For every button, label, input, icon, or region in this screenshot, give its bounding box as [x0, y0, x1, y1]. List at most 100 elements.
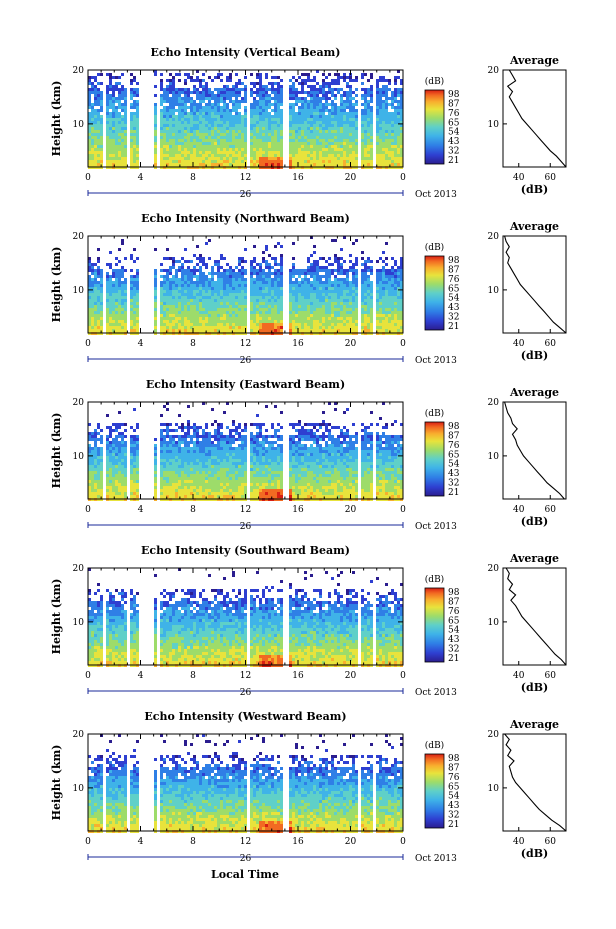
- heatmap-cell: [235, 287, 238, 290]
- heatmap-cell: [172, 109, 175, 112]
- heatmap-cell: [334, 305, 337, 308]
- heatmap-cell: [208, 308, 211, 311]
- heatmap-cell: [265, 314, 268, 317]
- heatmap-cell: [271, 278, 274, 281]
- heatmap-cell: [331, 91, 334, 94]
- heatmap-cell: [88, 139, 91, 142]
- heatmap-cell: [340, 148, 343, 151]
- heatmap-cell: [268, 139, 271, 142]
- heatmap-cell: [235, 311, 238, 314]
- heatmap-cell: [325, 100, 328, 103]
- heatmap-cell: [325, 118, 328, 121]
- heatmap-cell: [124, 106, 127, 109]
- heatmap-cell: [370, 314, 373, 317]
- heatmap-cell: [370, 124, 373, 127]
- heatmap-cell: [199, 106, 202, 109]
- heatmap-cell: [280, 97, 283, 100]
- heatmap-cell: [196, 293, 199, 296]
- heatmap-cell: [205, 124, 208, 127]
- heatmap-cell: [112, 112, 115, 115]
- heatmap-cell: [118, 317, 121, 320]
- heatmap-cell: [196, 103, 199, 106]
- heatmap-cell: [190, 278, 193, 281]
- heatmap-cell: [199, 317, 202, 320]
- heatmap-cell: [379, 124, 382, 127]
- heatmap-cell: [361, 293, 364, 296]
- heatmap-cell: [319, 299, 322, 302]
- heatmap-cell: [268, 133, 271, 136]
- heatmap-cell: [217, 317, 220, 320]
- heatmap-cell: [367, 112, 370, 115]
- heatmap-cell: [187, 326, 190, 329]
- heatmap-cell: [172, 278, 175, 281]
- heatmap-cell: [121, 154, 124, 157]
- heatmap-cell: [181, 121, 184, 124]
- heatmap-cell: [88, 94, 91, 97]
- heatmap-cell: [385, 121, 388, 124]
- heatmap-cell: [223, 124, 226, 127]
- heatmap-cell: [319, 157, 322, 160]
- heatmap-cell: [196, 290, 199, 293]
- heatmap-cell: [298, 148, 301, 151]
- heatmap-cell: [376, 160, 379, 163]
- heatmap-cell: [370, 112, 373, 115]
- heatmap-cell: [268, 296, 271, 299]
- heatmap-cell: [130, 139, 133, 142]
- heatmap-cell: [88, 323, 91, 326]
- heatmap-cell: [295, 79, 298, 82]
- heatmap-cell: [217, 76, 220, 79]
- heatmap-cell: [352, 112, 355, 115]
- heatmap-cell: [343, 281, 346, 284]
- heatmap-cell: [181, 269, 184, 272]
- heatmap-cell: [109, 314, 112, 317]
- heatmap-cell: [160, 112, 163, 115]
- heatmap-cell: [304, 136, 307, 139]
- heatmap-cell: [91, 447, 94, 450]
- heatmap-cell: [166, 88, 169, 91]
- heatmap-cell: [118, 130, 121, 133]
- heatmap-cell: [304, 106, 307, 109]
- heatmap-cell: [190, 127, 193, 130]
- heatmap-cell: [181, 142, 184, 145]
- heatmap-cell: [268, 136, 271, 139]
- x-tick-label: 0: [85, 339, 91, 349]
- heatmap-cell: [202, 275, 205, 278]
- heatmap-cell: [367, 302, 370, 305]
- heatmap-cell: [223, 287, 226, 290]
- heatmap-cell: [322, 329, 325, 332]
- heatmap-cell: [256, 278, 259, 281]
- heatmap-cell: [361, 257, 364, 260]
- heatmap-cell: [208, 127, 211, 130]
- heatmap-cell: [190, 100, 193, 103]
- heatmap-cell: [232, 94, 235, 97]
- heatmap-cell: [388, 278, 391, 281]
- panel-title: Echo Intensity (Eastward Beam): [146, 378, 345, 391]
- heatmap-cell: [163, 148, 166, 151]
- heatmap-cell: [88, 302, 91, 305]
- heatmap-cell: [349, 323, 352, 326]
- heatmap-cell: [265, 124, 268, 127]
- heatmap-cell: [346, 133, 349, 136]
- heatmap-cell: [253, 326, 256, 329]
- heatmap-cell: [355, 139, 358, 142]
- heatmap-cell: [313, 275, 316, 278]
- heatmap-cell: [112, 100, 115, 103]
- heatmap-cell: [181, 284, 184, 287]
- heatmap-cell: [307, 103, 310, 106]
- heatmap-cell: [208, 293, 211, 296]
- heatmap-cell: [175, 94, 178, 97]
- heatmap-cell: [109, 79, 112, 82]
- heatmap-cell: [199, 266, 202, 269]
- heatmap-cell: [256, 136, 259, 139]
- heatmap-cell: [118, 136, 121, 139]
- heatmap-cell: [244, 127, 247, 130]
- heatmap-cell: [205, 85, 208, 88]
- heatmap-cell: [307, 329, 310, 332]
- heatmap-cell: [346, 323, 349, 326]
- heatmap-cell: [154, 314, 157, 317]
- heatmap-cell: [232, 320, 235, 323]
- heatmap-cell: [364, 148, 367, 151]
- heatmap-cell: [202, 106, 205, 109]
- heatmap-cell: [100, 118, 103, 121]
- heatmap-cell: [226, 278, 229, 281]
